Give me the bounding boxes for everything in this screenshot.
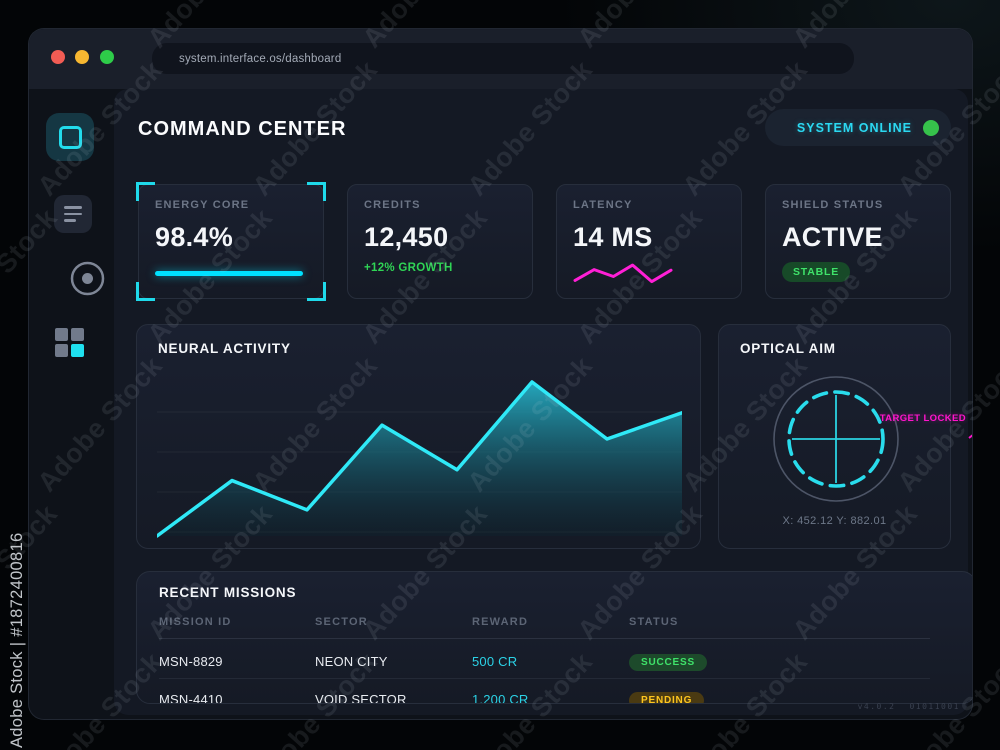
crosshair-scope-icon <box>773 376 899 502</box>
neural-activity-panel: NEURAL ACTIVITY <box>136 324 701 549</box>
panel-title: RECENT MISSIONS <box>159 585 297 600</box>
mission-id-cell: MSN-8829 <box>159 653 223 669</box>
sidebar-item-target[interactable] <box>69 260 106 297</box>
mission-id-cell: MSN-4410 <box>159 691 223 704</box>
sidebar-item-logs[interactable] <box>54 195 92 233</box>
notes-icon <box>64 206 82 209</box>
browser-window: system.interface.os/dashboard COMMAND CE… <box>28 28 973 720</box>
watermark-id-label: Adobe Stock | #1872400816 <box>8 532 26 748</box>
stat-label: ENERGY CORE <box>155 199 250 211</box>
grid-icon <box>55 328 68 341</box>
mission-row[interactable]: MSN-4410 VOID SECTOR 1,200 CR PENDING <box>159 684 930 704</box>
target-icon <box>70 261 105 296</box>
column-header: STATUS <box>629 616 679 628</box>
main-panel: COMMAND CENTER SYSTEM ONLINE ENERGY CORE… <box>114 89 972 715</box>
sidebar-item-dashboard[interactable] <box>46 113 94 161</box>
divider <box>159 678 930 679</box>
browser-topbar: system.interface.os/dashboard <box>29 29 972 89</box>
reward-cell: 500 CR <box>472 653 518 669</box>
close-window-button[interactable] <box>51 50 65 64</box>
square-icon <box>58 125 82 149</box>
column-header: REWARD <box>472 616 529 628</box>
mission-row[interactable]: MSN-8829 NEON CITY 500 CR SUCCESS <box>159 646 930 676</box>
shield-stable-badge: STABLE <box>782 262 851 282</box>
url-text: system.interface.os/dashboard <box>179 52 342 65</box>
minimize-window-button[interactable] <box>75 50 89 64</box>
stat-label: CREDITS <box>364 199 421 211</box>
status-badge: PENDING <box>629 691 705 703</box>
stat-card-shield[interactable]: SHIELD STATUS ACTIVE STABLE <box>765 184 951 299</box>
optical-aim-panel: OPTICAL AIM X: 452.12 Y: 882.01 <box>718 324 951 549</box>
reward-cell: 1,200 CR <box>472 691 529 704</box>
stat-value: 12,450 <box>364 222 449 252</box>
system-status-label: SYSTEM ONLINE <box>796 120 912 135</box>
missions-header-row: MISSION ID SECTOR REWARD STATUS <box>159 616 930 628</box>
stat-label: SHIELD STATUS <box>782 199 884 211</box>
stat-value: 14 MS <box>573 222 653 252</box>
divider <box>159 638 930 639</box>
stat-value: 98.4% <box>155 222 234 252</box>
column-header: SECTOR <box>315 616 368 628</box>
panel-title: NEURAL ACTIVITY <box>158 341 291 356</box>
recent-missions-panel: RECENT MISSIONS MISSION ID SECTOR REWARD… <box>136 571 972 704</box>
system-status-badge: SYSTEM ONLINE <box>765 109 951 146</box>
stat-value: ACTIVE <box>782 222 883 252</box>
selection-bracket-icon <box>136 182 155 201</box>
sector-cell: VOID SECTOR <box>315 691 407 704</box>
target-pointer-line <box>968 413 972 439</box>
energy-progress-fill <box>155 271 303 276</box>
online-dot-icon <box>923 119 939 136</box>
page-title: COMMAND CENTER <box>138 118 347 140</box>
panel-title: OPTICAL AIM <box>740 341 836 356</box>
latency-sparkline-chart <box>573 263 673 284</box>
aim-coordinates: X: 452.12 Y: 882.01 <box>782 515 887 527</box>
url-input[interactable]: system.interface.os/dashboard <box>152 43 854 74</box>
column-header: MISSION ID <box>159 616 232 628</box>
sidebar-item-apps[interactable] <box>55 328 85 358</box>
stat-label: LATENCY <box>573 199 633 211</box>
build-version: v4.0.2 01011001 <box>857 702 960 711</box>
stat-card-energy-core[interactable]: ENERGY CORE 98.4% <box>136 182 326 301</box>
status-badge: SUCCESS <box>629 653 707 671</box>
stat-card-latency[interactable]: LATENCY 14 MS <box>556 184 742 299</box>
expand-window-button[interactable] <box>100 50 114 64</box>
growth-delta: +12% GROWTH <box>364 262 453 274</box>
stat-card-credits[interactable]: CREDITS 12,450 +12% GROWTH <box>347 184 533 299</box>
energy-progress-bar <box>155 271 305 276</box>
neural-activity-chart <box>157 380 682 538</box>
target-locked-label: TARGET LOCKED <box>879 413 966 424</box>
sector-cell: NEON CITY <box>315 653 388 669</box>
